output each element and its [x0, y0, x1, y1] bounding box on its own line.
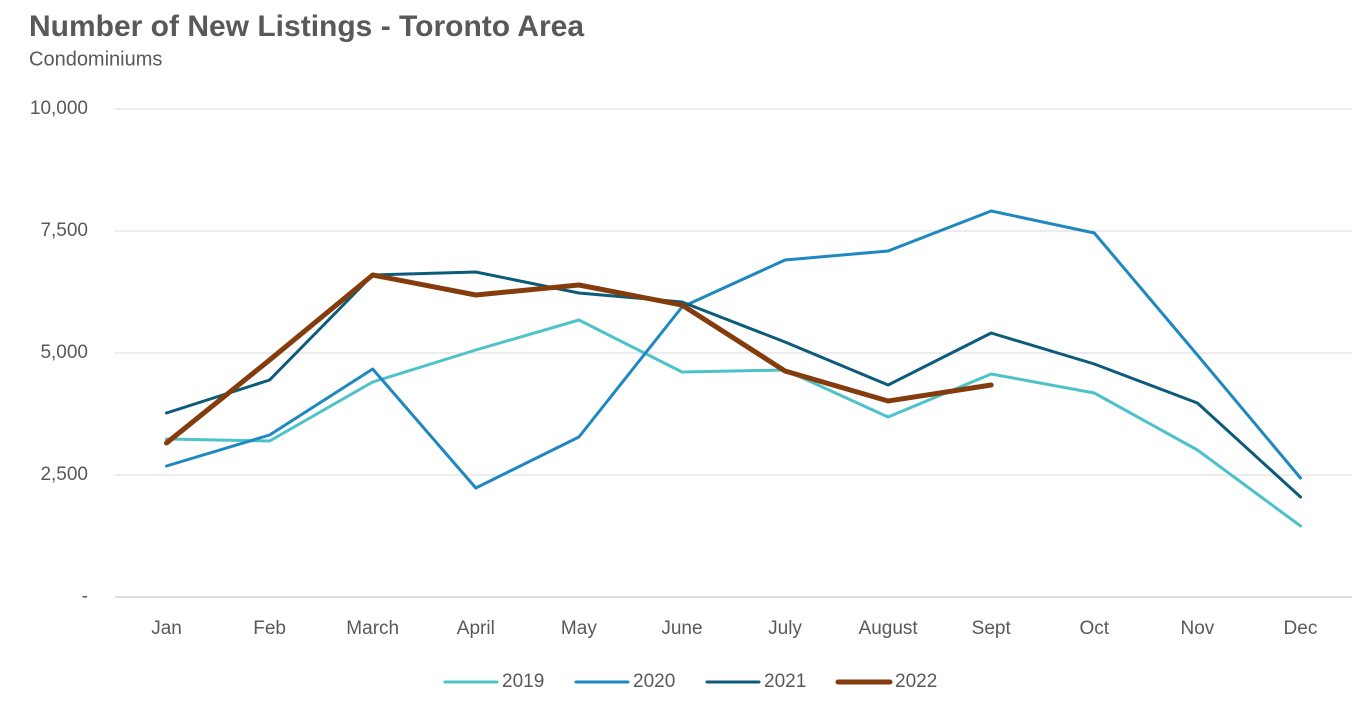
- x-tick-label: July: [768, 618, 802, 639]
- x-tick-label: April: [457, 618, 495, 639]
- series-line: [165, 270, 1302, 499]
- legend-label: 2022: [895, 671, 937, 692]
- x-tick-label: May: [561, 618, 597, 639]
- series-line: [165, 209, 1302, 490]
- y-tick-label: 5,000: [40, 342, 88, 363]
- series-line: [164, 272, 994, 446]
- x-tick-label: Jan: [151, 618, 182, 639]
- x-tick-label: Sept: [972, 618, 1012, 639]
- x-tick-label: Nov: [1180, 618, 1214, 639]
- y-tick-label: 7,500: [40, 220, 88, 241]
- x-tick-label: Dec: [1284, 618, 1318, 639]
- series-line: [165, 318, 1302, 528]
- x-tick-label: June: [661, 618, 702, 639]
- x-tick-label: Feb: [253, 618, 286, 639]
- y-tick-label: -: [82, 586, 88, 607]
- x-tick-label: March: [346, 618, 399, 639]
- legend-label: 2019: [502, 671, 544, 692]
- y-tick-label: 10,000: [30, 98, 88, 119]
- chart-title: Number of New Listings - Toronto Area: [29, 10, 584, 43]
- legend-label: 2021: [764, 671, 806, 692]
- y-tick-label: 2,500: [40, 464, 88, 485]
- chart-subtitle: Condominiums: [29, 48, 162, 70]
- legend-label: 2020: [633, 671, 675, 692]
- x-tick-label: August: [859, 618, 919, 639]
- x-tick-label: Oct: [1080, 618, 1110, 639]
